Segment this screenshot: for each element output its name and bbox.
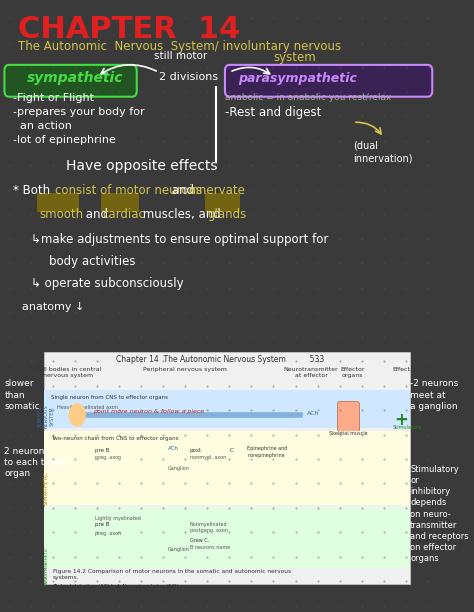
- Text: 2 neurons
to each target
organ: 2 neurons to each target organ: [4, 447, 69, 478]
- Text: pre B: pre B: [95, 522, 109, 527]
- Text: and: and: [168, 184, 197, 196]
- Text: and: and: [82, 208, 111, 221]
- FancyBboxPatch shape: [205, 193, 240, 212]
- Text: slower
than
somatic: slower than somatic: [4, 379, 40, 411]
- Circle shape: [69, 404, 85, 426]
- Text: sympathetic: sympathetic: [27, 72, 123, 85]
- FancyBboxPatch shape: [100, 193, 138, 212]
- Text: Effect: Effect: [392, 367, 410, 372]
- Text: anabolic = in anabolic you rest/relax: anabolic = in anabolic you rest/relax: [225, 93, 392, 102]
- Text: 2 divisions: 2 divisions: [159, 72, 218, 81]
- Text: -Fight or Flight
-prepares your body for
  an action
-lot of epinephrine: -Fight or Flight -prepares your body for…: [13, 93, 145, 145]
- Text: +: +: [394, 411, 408, 428]
- Text: parasympathetic: parasympathetic: [238, 72, 357, 85]
- Text: muscles, and: muscles, and: [138, 208, 224, 221]
- FancyBboxPatch shape: [337, 401, 359, 432]
- Text: Skeletal muscle: Skeletal muscle: [329, 431, 368, 436]
- Text: Stimulatory: Stimulatory: [392, 425, 421, 430]
- Text: ● Acetylcholine (ACh)  ◆ Norepinephrine (NE): ● Acetylcholine (ACh) ◆ Norepinephrine (…: [53, 584, 178, 589]
- Text: ↳ operate subconsciously: ↳ operate subconsciously: [31, 277, 183, 289]
- Text: Have opposite effects: Have opposite effects: [66, 159, 218, 173]
- Text: PARASYMPATHETIC: PARASYMPATHETIC: [44, 547, 48, 585]
- FancyBboxPatch shape: [44, 507, 410, 568]
- Text: Heavily myelinated axon: Heavily myelinated axon: [57, 405, 118, 409]
- FancyBboxPatch shape: [44, 352, 410, 584]
- Text: body activities: body activities: [48, 255, 135, 267]
- Text: The Autonomic  Nervous  System/ involuntary nervous: The Autonomic Nervous System/ involuntar…: [18, 40, 341, 53]
- Text: glands: glands: [207, 208, 246, 221]
- Text: B neurons name: B neurons name: [190, 545, 230, 550]
- Text: -Rest and digest: -Rest and digest: [225, 106, 321, 119]
- Text: Single neuron from CNS to effector organs: Single neuron from CNS to effector organ…: [51, 395, 168, 400]
- Text: consist of motor neurons: consist of motor neurons: [55, 184, 202, 196]
- Text: (dual
innervation): (dual innervation): [353, 141, 412, 163]
- Text: Ganglion: Ganglion: [168, 466, 190, 471]
- Text: Stimulatory
or
inhibitory
depends
on neuro-
transmitter
and receptors
on effecto: Stimulatory or inhibitory depends on neu…: [410, 465, 469, 563]
- Text: pre B: pre B: [95, 448, 109, 453]
- Text: Figure 14.2 Comparison of motor neurons in the somatic and autonomic nervous
sys: Figure 14.2 Comparison of motor neurons …: [53, 569, 291, 580]
- Text: preg. axon: preg. axon: [95, 455, 121, 460]
- Text: nonmyel. axon: nonmyel. axon: [190, 455, 226, 460]
- Text: preg. axon: preg. axon: [95, 531, 121, 536]
- Text: ↳make adjustments to ensure optimal support for: ↳make adjustments to ensure optimal supp…: [31, 233, 328, 245]
- Text: still motor: still motor: [155, 51, 208, 61]
- Text: point more neuron & follow a piece: point more neuron & follow a piece: [92, 409, 204, 414]
- Text: system: system: [273, 51, 316, 64]
- Text: post: post: [190, 448, 201, 453]
- Text: Effector
organs: Effector organs: [341, 367, 365, 378]
- FancyBboxPatch shape: [225, 65, 432, 97]
- Text: smooth: smooth: [40, 208, 84, 221]
- Text: Peripheral nervous system: Peripheral nervous system: [143, 367, 227, 372]
- Text: Cell bodies in central
nervous system: Cell bodies in central nervous system: [35, 367, 101, 378]
- Text: postgang. axon: postgang. axon: [190, 528, 228, 533]
- Text: Grew C.: Grew C.: [190, 538, 209, 543]
- Text: Ganglion: Ganglion: [168, 547, 190, 551]
- Text: ACh: ACh: [307, 411, 319, 416]
- Text: SYMPATHETIC: SYMPATHETIC: [44, 471, 49, 505]
- Text: norepinephrine: norepinephrine: [247, 453, 284, 458]
- Text: Lightly myelinated: Lightly myelinated: [95, 516, 141, 521]
- Text: C: C: [229, 448, 233, 453]
- Text: ACh: ACh: [168, 446, 179, 450]
- FancyBboxPatch shape: [44, 390, 410, 428]
- Text: innervate: innervate: [189, 184, 246, 196]
- Text: Two-neuron chain from CNS to effector organs: Two-neuron chain from CNS to effector or…: [51, 436, 178, 441]
- Text: * Both: * Both: [13, 184, 54, 196]
- Text: SOMATIC
NERVOUS
SYSTEM: SOMATIC NERVOUS SYSTEM: [38, 405, 55, 428]
- Text: Nonmyelinated: Nonmyelinated: [190, 522, 228, 527]
- Text: anatomy ↓: anatomy ↓: [22, 302, 84, 312]
- FancyBboxPatch shape: [44, 431, 410, 505]
- Text: Chapter 14  The Autonomic Nervous System          533: Chapter 14 The Autonomic Nervous System …: [117, 355, 325, 364]
- Text: cardiac: cardiac: [102, 208, 145, 221]
- Text: Epinephrine and: Epinephrine and: [247, 446, 287, 450]
- FancyBboxPatch shape: [37, 193, 80, 212]
- Text: -2 neurons
meet at
a ganglion: -2 neurons meet at a ganglion: [410, 379, 458, 411]
- Text: CHAPTER  14: CHAPTER 14: [18, 15, 240, 44]
- FancyBboxPatch shape: [4, 65, 137, 97]
- Text: Neurotransmitter
at effector: Neurotransmitter at effector: [283, 367, 338, 378]
